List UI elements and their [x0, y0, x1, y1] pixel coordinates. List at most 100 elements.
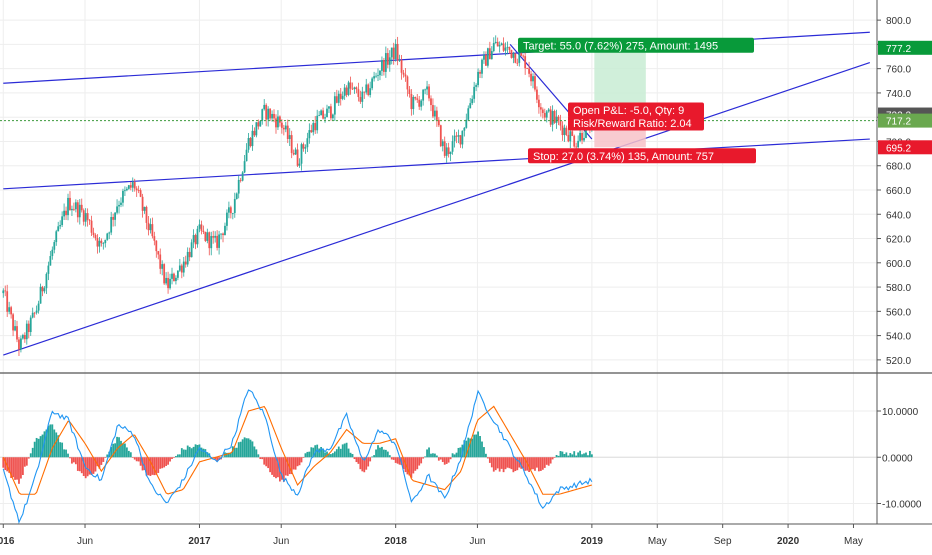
candle-body — [147, 222, 150, 231]
candle-body — [345, 87, 348, 95]
macd-histogram-bar — [178, 454, 181, 458]
macd-histogram-bar — [532, 457, 534, 470]
price-tick-label: 600.0 — [886, 259, 911, 270]
candle-body — [388, 57, 391, 65]
candle-body — [422, 89, 425, 101]
macd-histogram-bar — [267, 457, 270, 469]
price-tick-label: 540.0 — [886, 332, 911, 343]
macd-histogram-bar — [31, 447, 34, 458]
candle-body — [37, 303, 40, 311]
candle-body — [51, 249, 54, 257]
macd-histogram-bar — [300, 457, 303, 463]
macd-histogram-bar — [110, 446, 113, 458]
candle-body — [549, 109, 552, 125]
macd-histogram-bar — [510, 457, 513, 470]
macd-histogram-bar — [528, 457, 530, 473]
time-tick-label: 2018 — [385, 536, 408, 547]
macd-histogram-bar — [371, 456, 374, 458]
macd-histogram-bar — [214, 457, 217, 460]
macd-histogram-bar — [445, 457, 448, 464]
macd-histogram-bar — [490, 457, 493, 468]
candle-body — [224, 225, 226, 236]
candle-body — [367, 84, 370, 95]
candle-body — [396, 43, 399, 61]
candle-body — [241, 172, 244, 181]
macd-histogram-bar — [80, 457, 83, 474]
macd-histogram-bar — [218, 457, 220, 460]
macd-histogram-bar — [488, 457, 491, 463]
macd-histogram-bar — [237, 442, 240, 458]
macd-histogram-bar — [14, 457, 16, 480]
macd-histogram-bar — [206, 452, 209, 458]
candle-body — [539, 107, 542, 110]
macd-histogram-bar — [100, 457, 103, 465]
candle-body — [343, 87, 346, 96]
macd-histogram-bar — [233, 447, 236, 458]
macd-histogram-bar — [449, 457, 452, 460]
candle-body — [416, 98, 419, 100]
macd-histogram-bar — [494, 457, 497, 471]
candle-body — [341, 95, 344, 99]
time-axis[interactable]: 2016 Jun 2017 Jun 2018 Jun 2019 May Sep 2020 May — [0, 524, 863, 547]
candle-body — [226, 212, 228, 226]
macd-histogram-bar — [359, 457, 362, 470]
macd-histogram-bar — [514, 457, 517, 472]
indicator-axis[interactable]: 10.0000 0.0000 -10.0000 — [877, 407, 922, 511]
long-position-tool[interactable] — [594, 47, 646, 148]
price-axis[interactable]: 520.0 540.0 560.0 580.0 600.0 620.0 640.0 660.0… — [876, 0, 932, 524]
price-tag-label: 695.2 — [886, 143, 911, 154]
macd-histogram-bar — [530, 457, 532, 470]
candle-body — [335, 96, 338, 103]
macd-histogram-bar — [76, 457, 79, 471]
macd-histogram-bar — [265, 457, 268, 467]
candle-body — [461, 130, 464, 145]
macd-histogram-bar — [88, 457, 91, 475]
candle-body — [169, 278, 171, 289]
signal-line — [2, 405, 593, 495]
candle-body — [33, 312, 36, 314]
candle-body — [43, 288, 46, 292]
macd-histogram-bar — [163, 457, 166, 468]
time-tick-label: 2016 — [0, 536, 15, 547]
macd-histogram-bar — [182, 449, 185, 458]
candle-body — [426, 86, 428, 90]
candle-body — [434, 110, 436, 117]
candle-body — [581, 132, 583, 141]
candle-body — [526, 68, 529, 70]
indicator-tick-label: -10.0000 — [882, 500, 922, 511]
candle-body — [300, 144, 303, 164]
candle-body — [161, 264, 164, 269]
candle-body — [247, 137, 250, 150]
candle-body — [528, 68, 530, 74]
candle-body — [131, 182, 134, 188]
macd-histogram-bar — [255, 449, 258, 458]
candle-body — [125, 188, 128, 191]
macd-histogram-bar — [322, 448, 324, 458]
candle-body — [361, 91, 364, 102]
macd-histogram-bar — [149, 457, 152, 476]
macd-histogram-bar — [165, 457, 168, 466]
candle-body — [486, 48, 489, 66]
candle-body — [100, 240, 103, 244]
candle-body — [439, 125, 442, 147]
indicator-tick-label: 0.0000 — [882, 453, 913, 464]
candle-body — [414, 97, 417, 99]
macd-histogram-bar — [443, 457, 446, 465]
trendlines[interactable] — [3, 31, 871, 356]
macd-histogram-bar — [441, 457, 444, 463]
candle-body — [390, 47, 393, 58]
pane-separator[interactable] — [0, 372, 932, 525]
candle-body — [145, 206, 148, 223]
macd-histogram-bar — [29, 453, 32, 458]
price-tag-label: 777.2 — [886, 44, 911, 55]
macd-histogram-bar — [45, 429, 48, 458]
macd-histogram-bar — [57, 435, 60, 458]
candle-body — [143, 206, 146, 211]
macd-histogram-bar — [63, 449, 65, 458]
time-tick-label: 2019 — [581, 536, 604, 547]
price-tag-label: 717.2 — [886, 117, 911, 128]
macd-histogram-bar — [61, 442, 64, 458]
candle-body — [196, 228, 199, 245]
candle-body — [141, 196, 144, 211]
